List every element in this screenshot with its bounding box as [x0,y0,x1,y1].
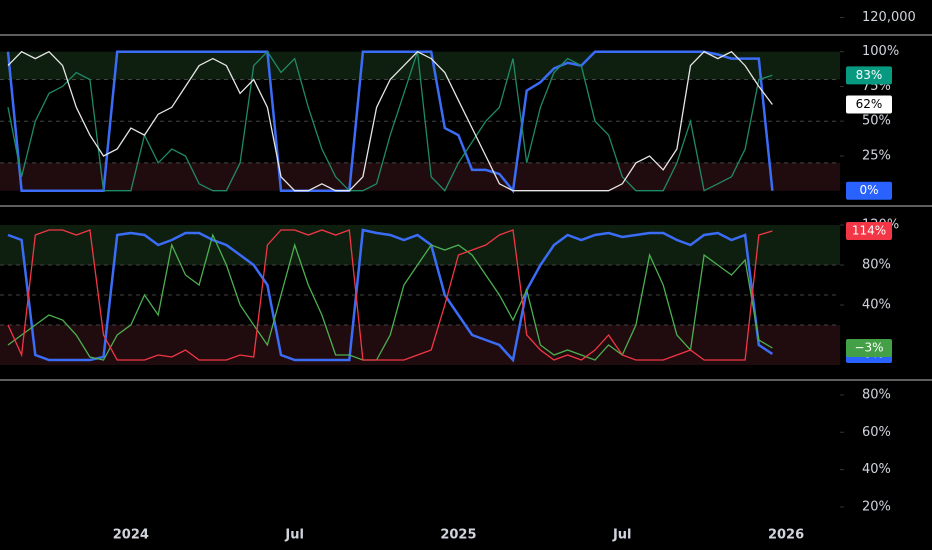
y-tick-label: 60% [862,425,891,440]
zone [0,325,840,365]
y-tick-label: 50% [862,114,891,129]
badge-label: −3% [854,341,883,355]
value-badge [846,181,892,200]
zone [0,225,840,265]
series-line [7,50,773,192]
series-line [7,50,773,192]
series-line [6,50,774,194]
x-tick-label: Jul [612,528,632,543]
y-tick-label: 25% [862,148,891,163]
y-tick-label: 100% [862,44,899,59]
x-tick-label: 2024 [113,528,149,543]
value-badge [846,222,892,240]
value-badge [846,66,892,85]
value-badge [846,95,892,114]
x-tick-label: 2025 [440,528,476,543]
y-tick-label: 80% [862,258,891,273]
series-line [7,233,773,361]
x-tick-label: Jul [284,528,304,543]
badge-label: 62% [856,97,883,111]
badge-label: 0% [859,183,878,197]
y-tick-label: 80% [862,387,891,402]
x-tick-label: 2026 [768,528,804,543]
zone [0,162,840,191]
y-tick-label: 20% [862,499,891,514]
series-line [7,228,774,363]
badge-label: 114% [852,224,886,238]
y-tick-label: 40% [862,298,891,313]
value-badge [846,339,892,357]
y-tick-label: 120,000 [862,10,916,25]
badge-label: 83% [856,68,883,82]
y-tick-label: 40% [862,462,891,477]
series-line [7,229,773,361]
